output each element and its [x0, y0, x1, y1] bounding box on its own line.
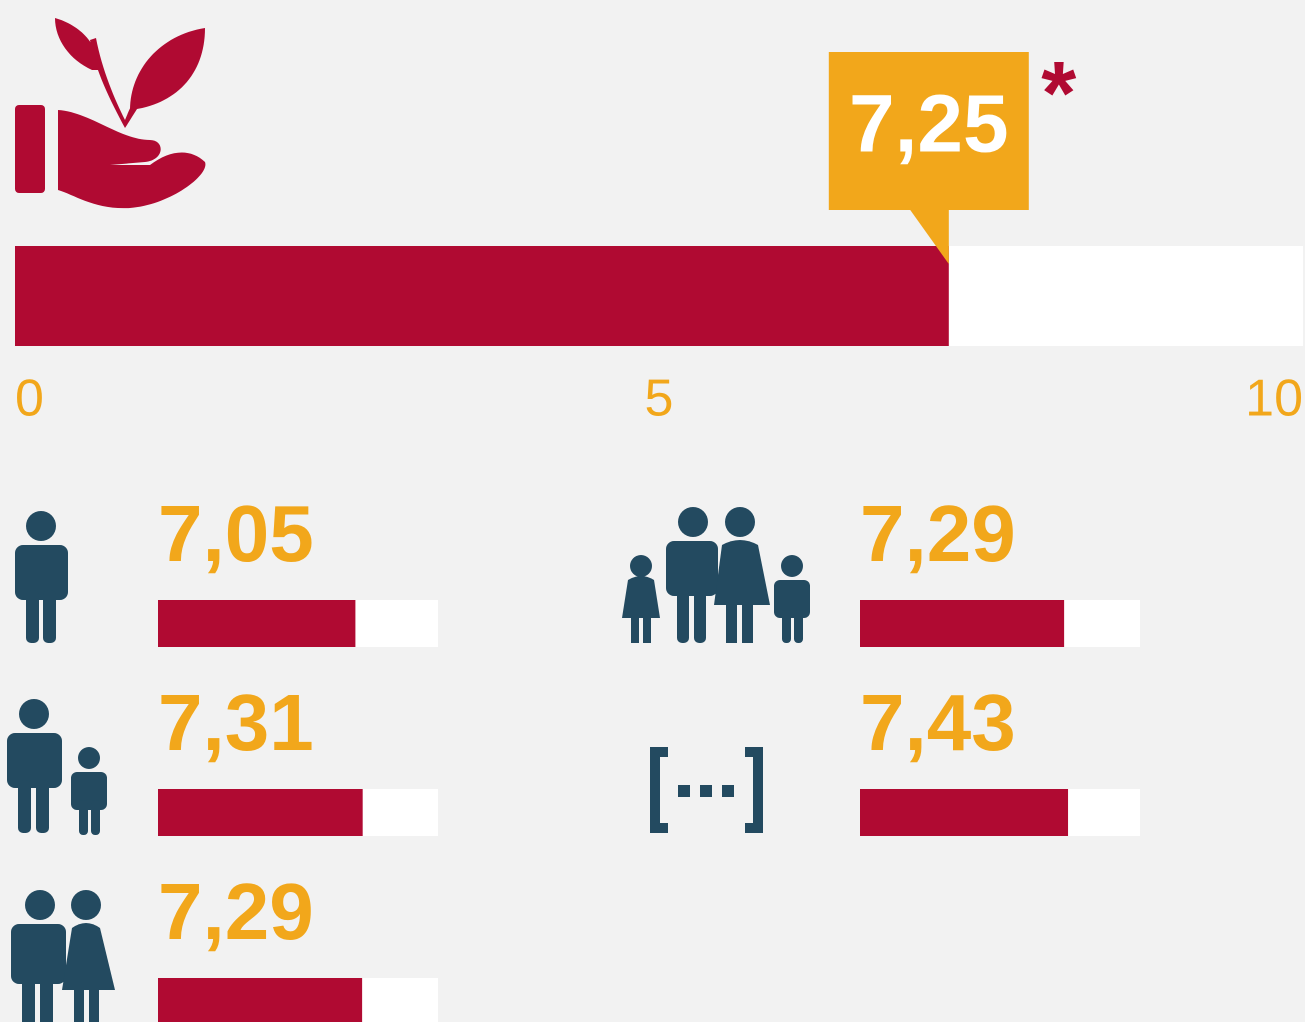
value-label: 7,25 — [849, 79, 1009, 170]
x-tick-label: 5 — [645, 370, 674, 428]
couple-icon — [11, 890, 115, 1022]
single-parent-icon — [7, 699, 107, 835]
bar — [158, 978, 363, 1022]
callout-pointer — [908, 208, 949, 264]
bar — [860, 600, 1065, 647]
family-icon — [622, 507, 810, 643]
callout-box — [828, 52, 1029, 210]
value-label: 7,29 — [860, 489, 1016, 578]
annotation: * — [1041, 44, 1076, 144]
bar — [15, 246, 949, 346]
value-label: 7,43 — [860, 678, 1016, 767]
value-label: 7,29 — [158, 867, 314, 956]
bar — [158, 600, 356, 647]
bar — [860, 789, 1069, 836]
single-icon — [15, 511, 68, 643]
other-icon — [650, 747, 763, 833]
value-label: 7,31 — [158, 678, 314, 767]
x-tick-label: 10 — [1245, 370, 1303, 428]
plant-hand-icon — [15, 18, 206, 209]
value-label: 7,05 — [158, 489, 314, 578]
x-tick-label: 0 — [15, 370, 44, 428]
bar — [158, 789, 363, 836]
